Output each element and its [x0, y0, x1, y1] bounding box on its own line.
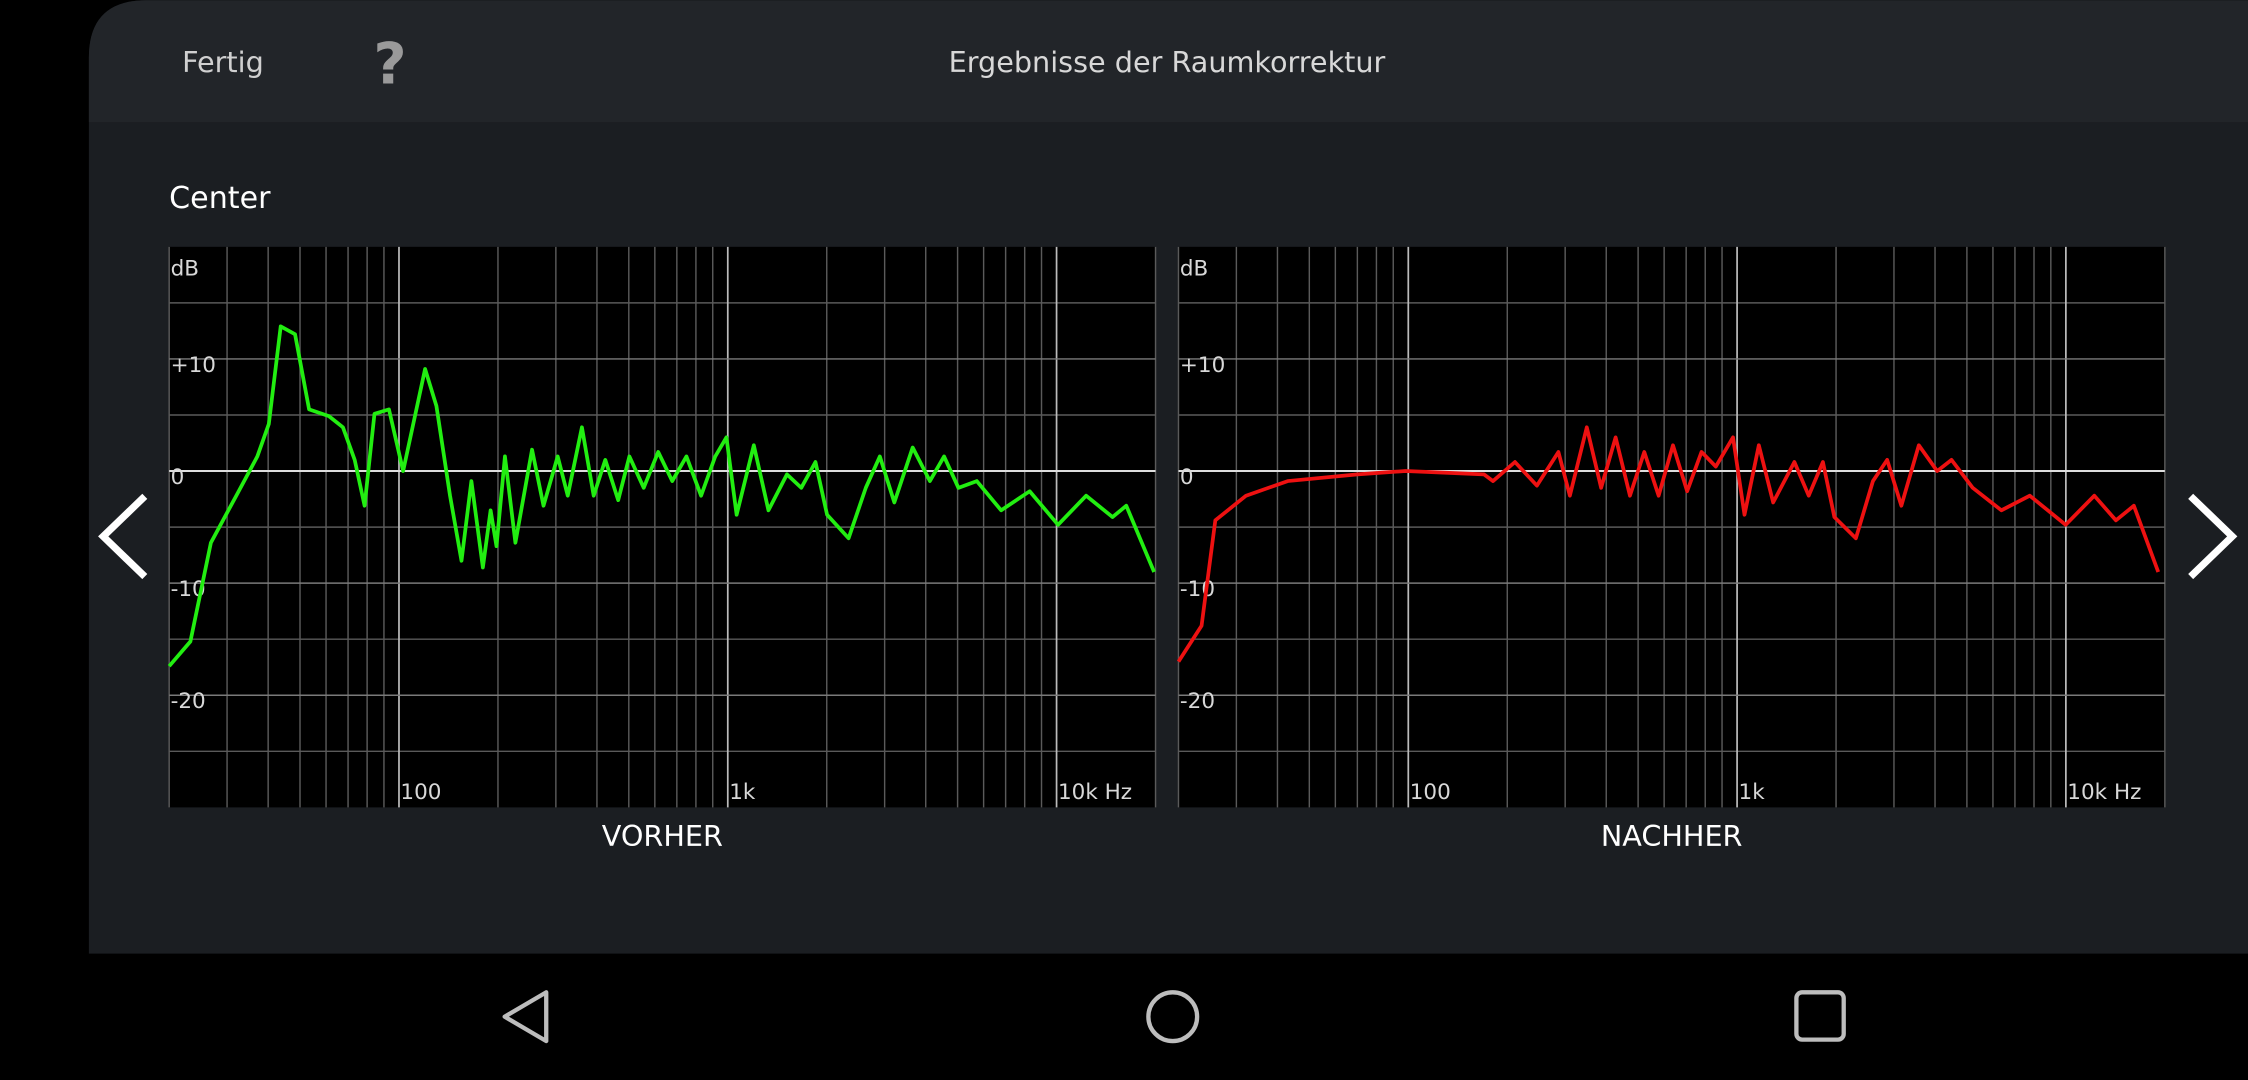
y-tick-label: -20 [1180, 689, 1215, 714]
response-line [167, 324, 1156, 668]
chart: 100 1k 10k Hz +10 0 -10 -20 dB NACHHER [1176, 246, 2166, 853]
header-bar [88, 0, 2248, 123]
page-title: Ergebnisse der Raumkorrektur [949, 45, 1386, 79]
section-title: Center [169, 181, 271, 216]
home-button[interactable] [1146, 990, 1200, 1044]
y-axis-label: dB [1180, 256, 1208, 281]
x-tick-label: 1k [1739, 780, 1766, 805]
y-tick-label: +10 [1180, 353, 1225, 378]
response-line [1176, 425, 2161, 663]
x-tick-label: 100 [1410, 780, 1451, 805]
x-tick-label: 1k [729, 780, 756, 805]
chart-title: NACHHER [1601, 819, 1743, 853]
recents-button[interactable] [1794, 990, 1846, 1042]
y-tick-label: -10 [1180, 577, 1215, 602]
next-arrow[interactable] [2188, 493, 2238, 580]
x-tick-label: 10k Hz [1058, 780, 1132, 805]
y-axis-label: dB [171, 256, 199, 281]
chart-title: VORHER [602, 819, 723, 853]
help-button[interactable]: ? [373, 30, 406, 97]
done-button[interactable]: Fertig [182, 45, 264, 79]
y-tick-label: 0 [171, 465, 185, 490]
back-button[interactable] [502, 990, 549, 1044]
y-tick-label: -20 [171, 689, 206, 714]
y-tick-label: +10 [171, 353, 216, 378]
x-tick-label: 10k Hz [2067, 780, 2141, 805]
x-tick-label: 100 [400, 780, 441, 805]
prev-arrow[interactable] [98, 493, 148, 580]
charts: 100 1k 10k Hz +10 0 -10 -20 dB VORHER 100 1k 10k Hz… [167, 246, 2166, 853]
y-tick-label: 0 [1180, 465, 1194, 490]
